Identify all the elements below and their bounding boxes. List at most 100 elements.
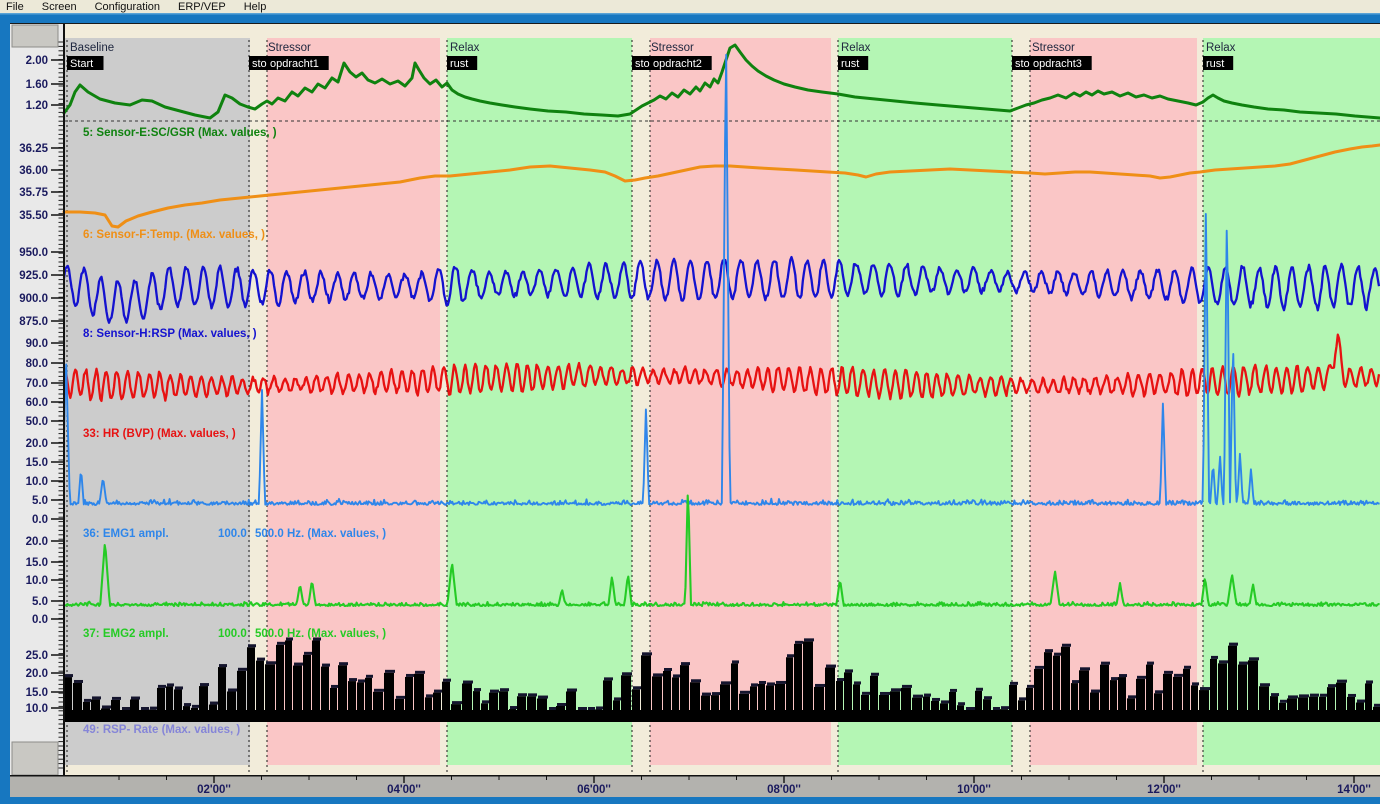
- rate-bar-bevel: [358, 679, 365, 683]
- rate-bar-bevel: [175, 686, 183, 690]
- rate-bar: [489, 692, 498, 722]
- rate-bar: [130, 699, 139, 722]
- time-axis-label-5: 12'00'': [1147, 784, 1181, 796]
- rate-bar: [405, 676, 413, 722]
- channel-label-emg1: 36: EMG1 ampl.: [83, 528, 169, 540]
- rate-bar-bevel: [322, 663, 330, 667]
- rate-bar: [1259, 686, 1269, 722]
- axis-tick-label-hr: 60.0: [26, 397, 48, 409]
- trace-gsr: [62, 43, 1380, 120]
- rate-bar-bevel: [614, 697, 621, 701]
- channel-label-rsp_rate: 49: RSP- Rate (Max. values, ): [83, 724, 240, 736]
- rate-bar-bevel: [1211, 655, 1218, 659]
- rate-bar-bevel: [815, 683, 825, 687]
- rate-bar: [750, 686, 757, 722]
- rate-bar: [1191, 685, 1198, 722]
- scroll-corner-bottom[interactable]: [11, 741, 59, 776]
- rate-bar-bevel: [1164, 670, 1173, 674]
- rate-bar-bevel: [664, 667, 672, 671]
- menu-item-file[interactable]: File: [6, 0, 24, 13]
- rate-bar: [879, 694, 889, 722]
- channel-label-hr: 33: HR (BVP) (Max. values, ): [83, 428, 236, 440]
- rate-bar-bevel: [1271, 693, 1279, 697]
- axis-tick-label-rsp_rate: 15.0: [26, 687, 48, 699]
- rate-bar-bevel: [65, 674, 73, 678]
- axis-tick-label-rsp: 950.0: [19, 247, 48, 259]
- event-marker-label-rust-9: rust: [1206, 58, 1224, 70]
- menu-item-configuration[interactable]: Configuration: [94, 0, 161, 13]
- rate-bar: [276, 644, 284, 722]
- event-marker-box-sto-7: [1012, 56, 1036, 70]
- rate-bar: [166, 686, 173, 722]
- rate-bar-bevel: [1001, 706, 1009, 710]
- rate-bar-bevel: [958, 702, 965, 706]
- axis-tick-label-rsp_rate: 10.0: [26, 703, 48, 715]
- rate-bar: [1034, 668, 1043, 722]
- rate-bar-bevel: [1101, 661, 1110, 665]
- rate-bar-bevel: [880, 691, 890, 695]
- rate-bar-bevel: [1219, 660, 1228, 664]
- rate-bar-bevel: [277, 641, 285, 645]
- rate-bar-bevel: [500, 688, 509, 692]
- rate-bar: [256, 660, 264, 722]
- rate-bar: [1347, 696, 1355, 722]
- rate-bar: [312, 640, 320, 722]
- rate-bar: [265, 664, 275, 722]
- event-marker-label-sto-1: sto: [252, 58, 267, 70]
- region-label-stressor-5: Stressor: [1032, 42, 1075, 54]
- rate-bar: [1298, 697, 1308, 722]
- region-band-relax-4: [838, 38, 1012, 765]
- axis-tick-label-gsr: 1.60: [26, 79, 48, 91]
- time-axis-label-4: 10'00'': [957, 784, 991, 796]
- scroll-corner-top[interactable]: [11, 24, 59, 48]
- rate-bar-bevel: [304, 651, 312, 655]
- menu-item-erp-vep[interactable]: ERP/VEP: [178, 0, 226, 13]
- rate-bar: [73, 682, 82, 722]
- rate-bar-bevel: [633, 686, 641, 690]
- rate-bar: [901, 687, 911, 722]
- rate-bar: [983, 699, 991, 722]
- rate-bar-bevel: [210, 701, 218, 705]
- rate-bar-bevel: [567, 688, 577, 692]
- rate-bar: [566, 691, 576, 722]
- rate-bar: [121, 710, 129, 722]
- rate-bar: [1248, 660, 1258, 722]
- rate-bar-bevel: [1357, 699, 1365, 703]
- rate-bar-bevel: [1320, 693, 1327, 697]
- rate-bar-bevel: [993, 707, 1000, 710]
- region-label-stressor-1: Stressor: [268, 42, 311, 54]
- rate-bar: [975, 690, 982, 722]
- rate-bar-bevel: [102, 705, 111, 709]
- rate-bar: [923, 696, 930, 722]
- rate-bar-bevel: [966, 707, 975, 710]
- rate-bar-bevel: [122, 707, 130, 710]
- rate-bar-bevel: [396, 695, 405, 699]
- rate-bar: [1173, 676, 1182, 722]
- rate-bar: [556, 705, 565, 722]
- rate-bar-bevel: [837, 678, 844, 682]
- rate-bar-bevel: [219, 664, 227, 668]
- rate-bar-bevel: [702, 692, 711, 696]
- menu-item-screen[interactable]: Screen: [41, 0, 77, 13]
- rate-bar-bevel: [150, 706, 157, 710]
- rate-bar: [680, 665, 689, 722]
- rate-bar-bevel: [673, 674, 680, 678]
- rate-bar: [1309, 696, 1318, 722]
- rate-bar: [1228, 645, 1237, 722]
- time-axis-label-0: 02'00'': [197, 784, 231, 796]
- rate-bar-bevel: [941, 700, 949, 704]
- rate-bar: [1044, 652, 1052, 722]
- rate-bar: [1270, 696, 1278, 722]
- menu-item-help[interactable]: Help: [243, 0, 267, 13]
- time-axis-bar[interactable]: [10, 775, 1380, 797]
- event-marker-box-Start-0: [67, 56, 104, 70]
- axis-tick-label-emg1: 10.0: [26, 476, 48, 488]
- rate-bar-bevel: [1147, 661, 1154, 665]
- rate-bar: [111, 699, 120, 722]
- rate-bar-bevel: [1019, 697, 1026, 701]
- rate-bar-bevel: [1288, 695, 1298, 699]
- event-marker-label-opdracht3-8: opdracht3: [1033, 58, 1082, 70]
- rate-bar: [814, 686, 824, 722]
